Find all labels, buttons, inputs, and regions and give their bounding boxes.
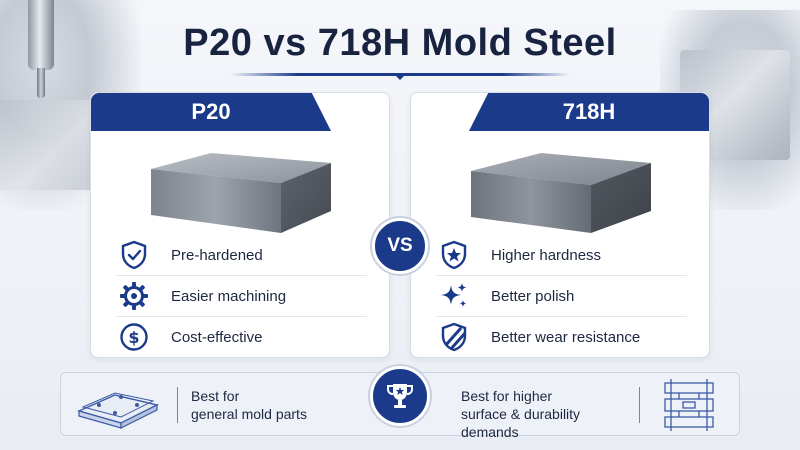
steel-block-p20-icon [151,153,331,233]
best-for-line: Best for higher [461,388,553,404]
gear-icon [117,279,151,313]
p20-banner: P20 [91,93,331,131]
divider [117,316,367,317]
shield-stripes-icon [437,320,471,354]
trophy-icon [370,366,430,426]
feature-label: Better polish [491,287,575,305]
feature-label: Easier machining [171,287,287,305]
mold-plate-icon [76,392,160,429]
best-for-line: Best for [191,388,240,404]
best-for-line: surface & durability demands [461,406,581,440]
feature-label: Cost-effective [171,328,263,346]
sparkle-icon [437,279,471,313]
divider [117,275,367,276]
feature-cost-effective: $ Cost-effective [117,317,367,357]
feature-higher-hardness: Higher hardness [437,235,687,275]
mold-assembly-icon [664,379,714,431]
feature-label: Pre-hardened [171,246,263,264]
feature-better-wear-resistance: Better wear resistance [437,317,687,357]
shield-star-icon [437,238,471,272]
p20-card: P20 Pre-hardened [90,92,390,358]
steel-block-718h-icon [471,153,651,233]
svg-text:$: $ [128,328,139,347]
718h-banner: 718H [469,93,709,131]
718h-card: 718H Higher hardness Better polish [410,92,710,358]
divider [437,316,687,317]
vs-badge: VS [372,218,428,274]
title-caret [393,73,407,80]
feature-label: Higher hardness [491,246,602,264]
feature-better-polish: Better polish [437,276,687,316]
p20-best-for: Best for general mold parts [191,387,371,423]
best-for-line: general mold parts [191,406,307,422]
page-title: P20 vs 718H Mold Steel [183,22,617,64]
divider [177,387,178,423]
dollar-coin-icon: $ [117,320,151,354]
feature-pre-hardened: Pre-hardened [117,235,367,275]
feature-label: Better wear resistance [491,328,641,346]
feature-easier-machining: Easier machining [117,276,367,316]
shield-check-icon [117,238,151,272]
718h-best-for: Best for higher surface & durability dem… [461,387,636,441]
divider [639,387,640,423]
divider [437,275,687,276]
